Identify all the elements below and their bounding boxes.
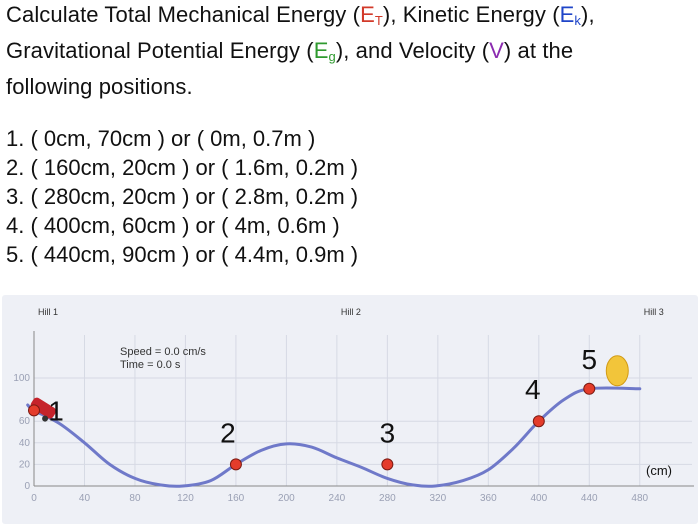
simulation-panel-background <box>2 295 698 524</box>
speed-readout: Speed = 0.0 cm/s <box>120 346 206 358</box>
position-marker-1 <box>28 404 40 417</box>
position-item-5: 5. ( 440cm, 90cm ) or ( 4.4m, 0.9m ) <box>6 242 359 267</box>
position-label-5: 5 <box>581 344 597 375</box>
total-energy-subscript: T <box>374 13 383 28</box>
kinetic-energy-letter: E <box>559 2 575 27</box>
total-energy-symbol: ET <box>360 2 383 28</box>
hill-labels: Hill 1 Hill 2 Hill 3 <box>38 307 664 317</box>
position-label-2: 2 <box>220 417 236 448</box>
position-marker-5 <box>583 382 596 395</box>
question-text: Calculate Total Mechanical Energy (ET), … <box>6 0 696 102</box>
question-line2-mid: ), and Velocity ( <box>335 38 490 63</box>
question-line-1: Calculate Total Mechanical Energy (ET), … <box>6 0 696 36</box>
x-tick-label-400: 400 <box>530 493 547 504</box>
position-list: 1. ( 0cm, 70cm ) or ( 0m, 0.7m ) 2. ( 16… <box>6 124 606 269</box>
position-marker-2 <box>229 458 242 471</box>
x-tick-label-280: 280 <box>379 493 396 504</box>
kinetic-energy-symbol: Ek <box>559 2 582 28</box>
x-tick-label-360: 360 <box>480 493 497 504</box>
y-tick-label-0: 0 <box>24 481 30 492</box>
x-tick-label-40: 40 <box>79 493 91 504</box>
position-item-1: 1. ( 0cm, 70cm ) or ( 0m, 0.7m ) <box>6 126 316 151</box>
question-line1-prefix: Calculate Total Mechanical Energy ( <box>6 2 361 27</box>
y-tick-label-40: 40 <box>19 438 31 449</box>
position-label-1: 1 <box>48 395 64 426</box>
y-tick-label-20: 20 <box>19 459 31 470</box>
position-marker-3 <box>381 458 394 471</box>
question-line-3: following positions. <box>6 74 193 99</box>
hill-label-3: Hill 3 <box>644 307 664 317</box>
question-line2-prefix: Gravitational Potential Energy ( <box>6 38 314 63</box>
axes: 0 40 80 120 160 200 240 280 320 360 400 440 48002040… <box>13 331 694 504</box>
egg-icon <box>605 355 629 387</box>
position-markers: 1 2 3 4 5 <box>28 344 597 471</box>
position-item-4: 4. ( 400cm, 60cm ) or ( 4m, 0.6m ) <box>6 213 340 238</box>
unit-label: (cm) <box>646 463 672 478</box>
velocity-symbol: V <box>489 38 504 63</box>
x-tick-label-120: 120 <box>177 493 194 504</box>
hill-label-1: Hill 1 <box>38 307 58 317</box>
potential-energy-symbol: Eg <box>313 38 336 64</box>
position-label-4: 4 <box>525 374 541 405</box>
cart-body <box>30 397 57 419</box>
question-line1-mid: ), Kinetic Energy ( <box>382 2 560 27</box>
kinetic-energy-subscript: k <box>574 13 582 28</box>
time-readout: Time = 0.0 s <box>120 359 181 371</box>
x-tick-label-440: 440 <box>581 493 598 504</box>
question-line1-end: ), <box>581 2 595 27</box>
track-diagram: 0 40 80 120 160 200 240 280 320 360 400 440 48002040… <box>2 295 698 524</box>
position-label-3: 3 <box>380 417 396 448</box>
y-tick-label-100: 100 <box>13 373 30 384</box>
x-tick-label-80: 80 <box>129 493 141 504</box>
position-marker-4 <box>532 415 545 428</box>
roller-coaster-simulation: 0 40 80 120 160 200 240 280 320 360 400 440 480 0 20 40… <box>2 295 698 524</box>
x-tick-label-200: 200 <box>278 493 295 504</box>
x-tick-label-0: 0 <box>31 493 37 504</box>
question-line2-end: ) at the <box>503 38 574 63</box>
track-curve <box>26 386 642 488</box>
hill-label-2: Hill 2 <box>341 307 361 317</box>
cart-wheel-back <box>42 415 49 422</box>
potential-energy-letter: E <box>313 38 329 63</box>
position-item-2: 2. ( 160cm, 20cm ) or ( 1.6m, 0.2m ) <box>6 155 359 180</box>
x-tick-label-480: 480 <box>631 493 648 504</box>
x-tick-label-320: 320 <box>429 493 446 504</box>
question-line-2: Gravitational Potential Energy (Eg), and… <box>6 36 696 72</box>
position-item-3: 3. ( 280cm, 20cm ) or ( 2.8m, 0.2m ) <box>6 184 359 209</box>
potential-energy-subscript: g <box>328 49 336 64</box>
total-energy-letter: E <box>360 2 375 27</box>
y-tick-label-60: 60 <box>19 416 31 427</box>
x-tick-label-160: 160 <box>228 493 245 504</box>
x-tick-label-240: 240 <box>329 493 346 504</box>
